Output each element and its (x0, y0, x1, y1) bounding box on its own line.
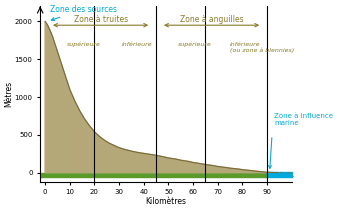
Text: supérieure: supérieure (67, 42, 101, 47)
Y-axis label: Mètres: Mètres (4, 81, 13, 107)
Text: Zone à anguilles: Zone à anguilles (180, 15, 243, 24)
Polygon shape (45, 21, 292, 173)
Text: MER: MER (277, 172, 294, 178)
Text: supérieure: supérieure (178, 42, 212, 47)
Text: Zone à truites: Zone à truites (73, 15, 128, 24)
Text: inférieure
(ou zone à blennies): inférieure (ou zone à blennies) (230, 42, 294, 53)
Text: inférieure: inférieure (122, 42, 152, 47)
Text: Zone à influence
marine: Zone à influence marine (275, 113, 334, 126)
Text: Zone des sources: Zone des sources (50, 5, 117, 21)
X-axis label: Kilomètres: Kilomètres (146, 197, 186, 206)
